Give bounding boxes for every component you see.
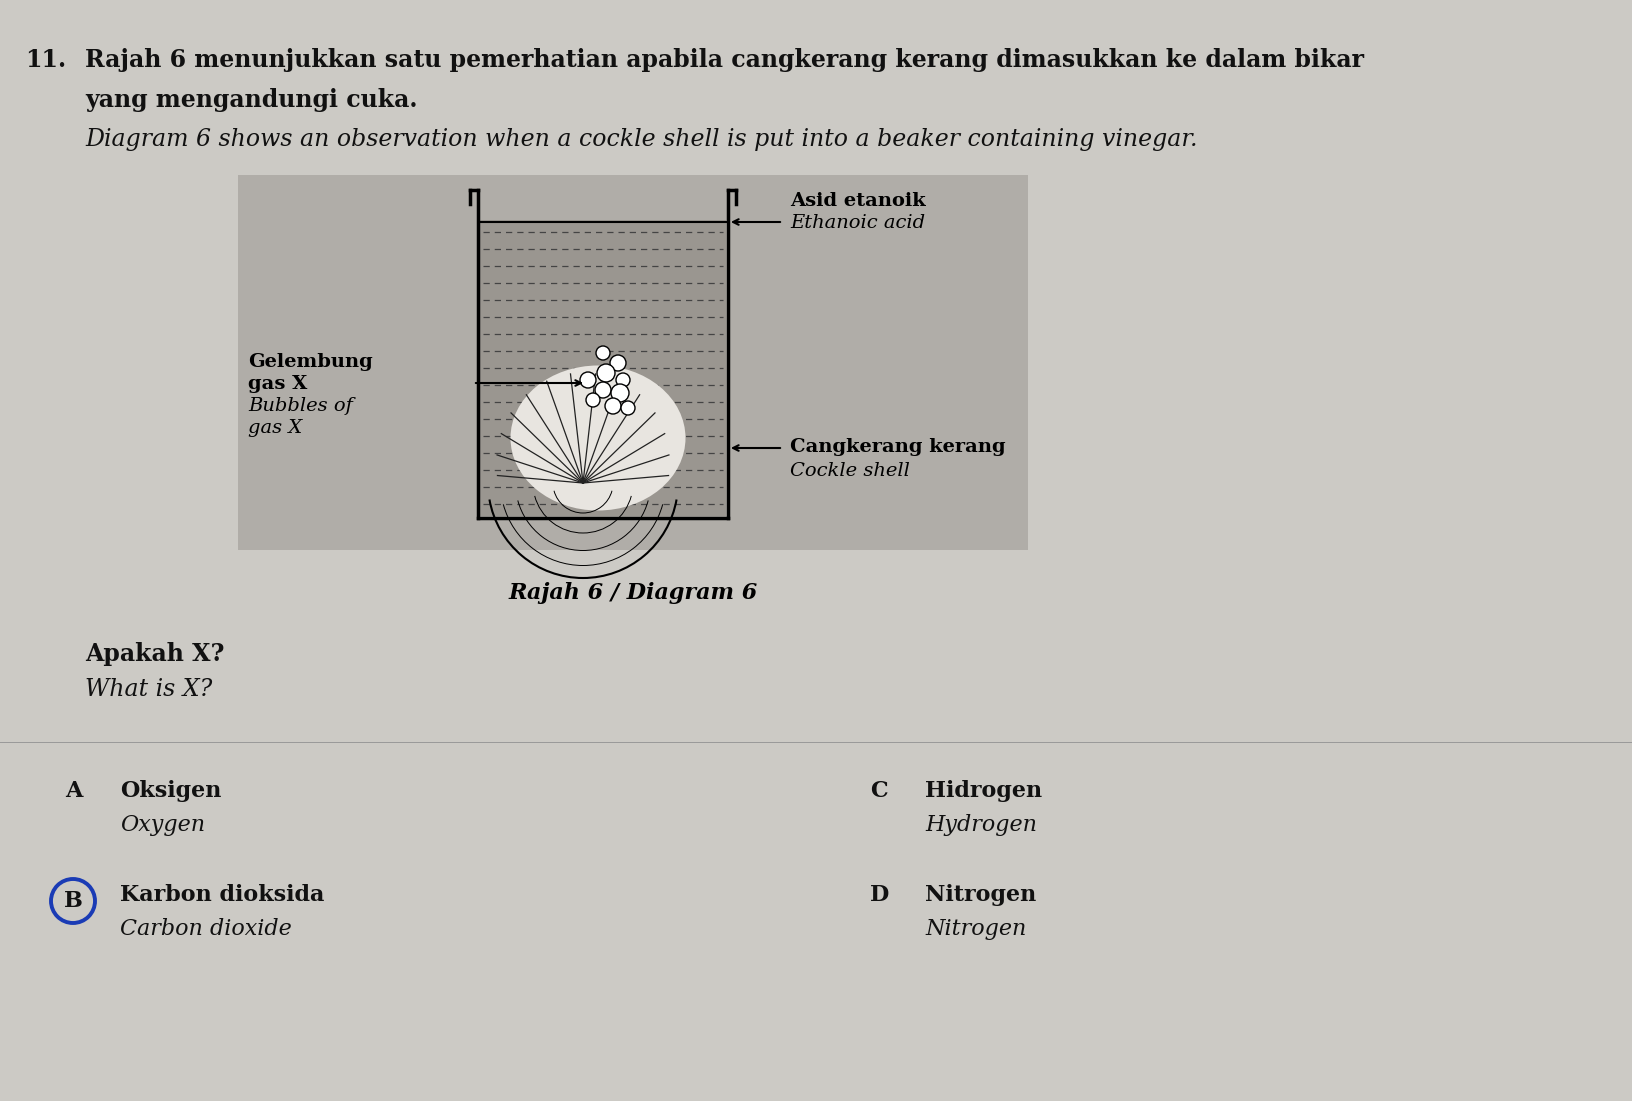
Circle shape: [586, 393, 599, 407]
Circle shape: [610, 355, 625, 371]
Text: C: C: [870, 780, 888, 802]
Text: Cockle shell: Cockle shell: [790, 462, 909, 480]
Text: Rajah 6 / Diagram 6: Rajah 6 / Diagram 6: [508, 582, 757, 604]
Text: Gelembung: Gelembung: [248, 353, 372, 371]
Text: yang mengandungi cuka.: yang mengandungi cuka.: [85, 88, 418, 112]
Text: Ethanoic acid: Ethanoic acid: [790, 214, 925, 232]
Text: Nitrogen: Nitrogen: [924, 918, 1027, 940]
Circle shape: [596, 346, 610, 360]
Text: Bubbles of: Bubbles of: [248, 397, 353, 415]
Bar: [238, 175, 1028, 550]
Text: Nitrogen: Nitrogen: [924, 884, 1036, 906]
Text: Oxygen: Oxygen: [119, 814, 206, 836]
Text: Hydrogen: Hydrogen: [924, 814, 1036, 836]
Text: 11.: 11.: [24, 48, 65, 72]
Circle shape: [615, 373, 630, 386]
Text: D: D: [870, 884, 889, 906]
Circle shape: [594, 382, 610, 397]
Circle shape: [604, 397, 620, 414]
Text: Oksigen: Oksigen: [119, 780, 222, 802]
Ellipse shape: [511, 366, 685, 511]
Bar: [480, 220, 726, 516]
Text: Asid etanoik: Asid etanoik: [790, 192, 925, 210]
Text: Apakah X?: Apakah X?: [85, 642, 224, 666]
Text: gas X: gas X: [248, 419, 302, 437]
Text: Hidrogen: Hidrogen: [924, 780, 1041, 802]
Text: Rajah 6 menunjukkan satu pemerhatian apabila cangkerang kerang dimasukkan ke dal: Rajah 6 menunjukkan satu pemerhatian apa…: [85, 48, 1363, 72]
Circle shape: [620, 401, 635, 415]
Text: A: A: [65, 780, 82, 802]
Text: gas X: gas X: [248, 375, 307, 393]
Text: What is X?: What is X?: [85, 678, 212, 701]
Circle shape: [610, 384, 628, 402]
Text: Carbon dioxide: Carbon dioxide: [119, 918, 292, 940]
Circle shape: [579, 372, 596, 388]
Text: Diagram 6 shows an observation when a cockle shell is put into a beaker containi: Diagram 6 shows an observation when a co…: [85, 128, 1196, 151]
Text: B: B: [64, 890, 82, 912]
Circle shape: [597, 364, 615, 382]
Text: Karbon dioksida: Karbon dioksida: [119, 884, 325, 906]
Text: Cangkerang kerang: Cangkerang kerang: [790, 438, 1005, 456]
